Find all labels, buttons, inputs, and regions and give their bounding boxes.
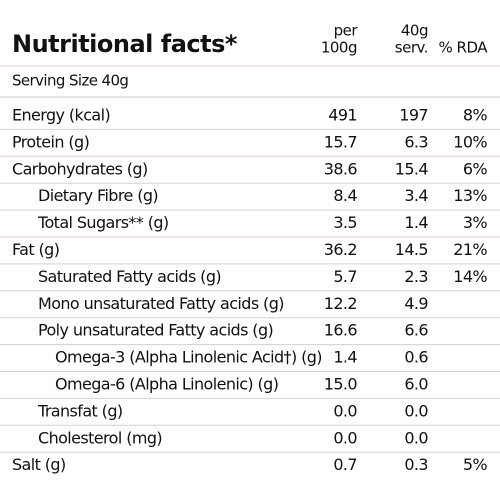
cell-value: 0.6 <box>404 348 428 367</box>
row-label: Transfat (g) <box>37 401 123 420</box>
cell-value: 14% <box>453 267 487 286</box>
cell-value: 15.4 <box>395 159 429 178</box>
column-header: 100g <box>321 39 357 57</box>
cell-value: 14.5 <box>395 240 428 259</box>
cell-value: 21% <box>453 240 487 259</box>
cell-value: 0.7 <box>333 455 357 474</box>
row-label: Protein (g) <box>12 132 89 151</box>
row-label: Total Sugars** (g) <box>37 213 169 232</box>
row-label: Dietary Fibre (g) <box>38 186 158 205</box>
cell-value: 6% <box>463 159 488 178</box>
column-header: % RDA <box>439 39 489 57</box>
row-label: Energy (kcal) <box>12 106 110 125</box>
cell-value: 491 <box>328 106 357 125</box>
cell-value: 16.6 <box>324 321 358 340</box>
cell-value: 12.2 <box>324 294 357 313</box>
cell-value: 1.4 <box>333 348 357 367</box>
cell-value: 15.0 <box>324 375 358 394</box>
column-header: per <box>334 22 359 40</box>
cell-value: 3% <box>463 213 488 232</box>
column-header: serv. <box>395 39 428 57</box>
row-label: Omega-3 (Alpha Linolenic Acid†) (g) <box>55 348 322 367</box>
row-label: Mono unsaturated Fatty acids (g) <box>38 294 284 313</box>
title: Nutritional facts* <box>12 30 238 58</box>
cell-value: 197 <box>399 106 428 125</box>
cell-value: 15.7 <box>324 132 357 151</box>
cell-value: 0.0 <box>333 428 357 447</box>
cell-value: 8% <box>463 106 488 125</box>
cell-value: 4.9 <box>404 294 428 313</box>
cell-value: 6.0 <box>404 375 428 394</box>
row-label: Fat (g) <box>12 240 59 259</box>
row-label: Omega-6 (Alpha Linolenic) (g) <box>55 375 278 394</box>
row-label: Cholesterol (mg) <box>38 428 162 447</box>
cell-value: 10% <box>453 132 487 151</box>
row-label: Salt (g) <box>12 455 66 474</box>
row-label: Saturated Fatty acids (g) <box>38 267 221 286</box>
cell-value: 0.0 <box>333 401 357 420</box>
row-label: Carbohydrates (g) <box>12 159 148 178</box>
cell-value: 38.6 <box>324 159 358 178</box>
cell-value: 13% <box>453 186 487 205</box>
column-header: 40g <box>401 22 428 40</box>
cell-value: 0.0 <box>404 401 428 420</box>
cell-value: 0.0 <box>404 428 428 447</box>
cell-value: 5.7 <box>333 267 357 286</box>
cell-value: 2.3 <box>404 267 428 286</box>
cell-value: 3.4 <box>404 186 428 205</box>
cell-value: 6.6 <box>404 321 428 340</box>
cell-value: 5% <box>463 455 488 474</box>
cell-value: 8.4 <box>333 186 357 205</box>
cell-value: 3.5 <box>333 213 357 232</box>
cell-value: 0.3 <box>404 455 428 474</box>
row-label: Poly unsaturated Fatty acids (g) <box>38 321 273 340</box>
cell-value: 36.2 <box>324 240 357 259</box>
serving-size: Serving Size 40g <box>12 72 128 90</box>
cell-value: 6.3 <box>404 132 428 151</box>
cell-value: 1.4 <box>404 213 428 232</box>
